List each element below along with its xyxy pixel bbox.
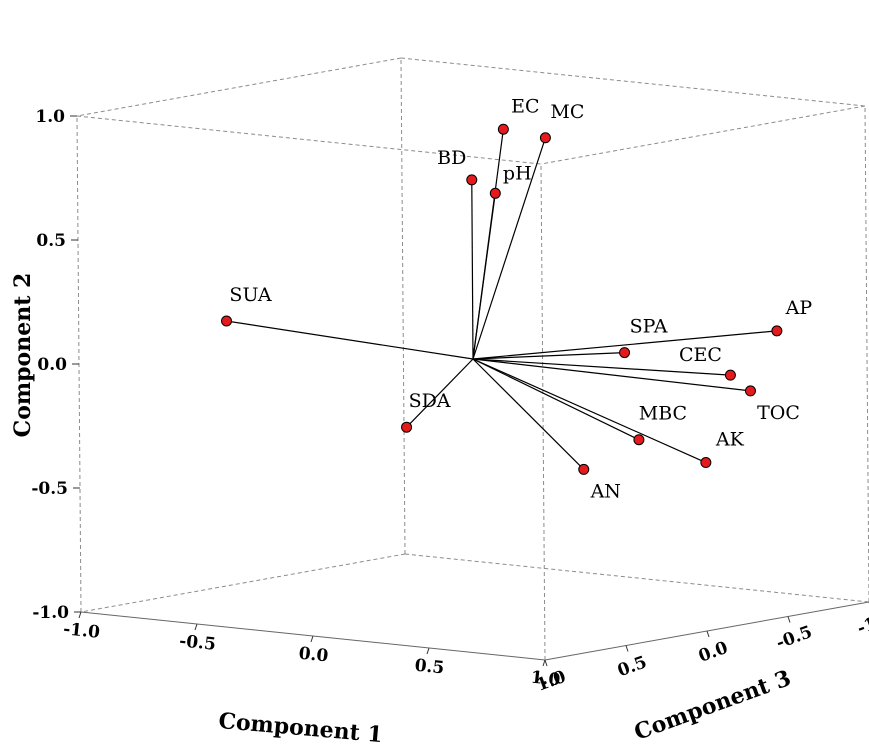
z-tick-mark xyxy=(787,616,791,623)
vector-cec xyxy=(472,358,731,376)
vector-sda xyxy=(406,358,474,428)
label-ak: AK xyxy=(715,429,745,451)
y-tick-label: 1.0 xyxy=(35,107,65,127)
point-mc xyxy=(539,132,551,144)
vector-ak xyxy=(472,358,707,464)
point-ap xyxy=(771,325,783,337)
y-tick-label: -0.5 xyxy=(31,479,68,499)
point-an xyxy=(578,463,590,475)
point-ec xyxy=(497,123,509,135)
y-axis-title: Component 2 xyxy=(10,273,36,438)
point-spa xyxy=(619,347,631,359)
vector-ap xyxy=(472,330,777,360)
label-an: AN xyxy=(590,480,621,502)
box-edge xyxy=(80,553,406,613)
label-toc: TOC xyxy=(757,402,800,424)
box-edge xyxy=(540,105,866,165)
vector-bd xyxy=(471,179,474,360)
box-edge xyxy=(400,57,406,555)
x-tick-mark xyxy=(194,623,198,631)
x-tick-label: 0.5 xyxy=(414,656,446,679)
vector-mbc xyxy=(472,358,640,441)
axis-ticks: -1.0-0.50.00.51.0-1.0-0.50.00.51.01.00.5… xyxy=(31,107,869,696)
vector-an xyxy=(472,358,585,470)
vector-ph xyxy=(472,193,496,360)
label-cec: CEC xyxy=(679,344,722,366)
box-edge xyxy=(400,57,866,107)
x-tick-label: 0.0 xyxy=(298,644,330,667)
loading-vectors xyxy=(226,129,777,470)
label-ec: EC xyxy=(511,95,539,117)
x-tick-mark xyxy=(310,635,314,643)
y-tick-label: 0.0 xyxy=(37,355,67,375)
box-edge xyxy=(76,57,402,117)
vector-mc xyxy=(472,137,546,360)
box-edge xyxy=(404,553,869,603)
z-tick-label: -0.5 xyxy=(774,622,815,653)
label-mc: MC xyxy=(550,101,584,123)
x-tick-mark xyxy=(426,647,430,655)
z-tick-mark xyxy=(706,630,710,638)
point-ph xyxy=(489,187,501,199)
z-tick-mark xyxy=(625,645,629,652)
z-tick-mark xyxy=(544,659,548,667)
label-sda: SDA xyxy=(409,390,451,412)
point-ak xyxy=(700,457,712,469)
point-toc xyxy=(744,385,756,397)
label-bd: BD xyxy=(437,147,466,169)
z-axis-title: Component 3 xyxy=(631,665,795,746)
loading-points xyxy=(221,123,783,475)
z-tick-label: 0.5 xyxy=(615,652,650,681)
x-tick-label: -1.0 xyxy=(62,619,101,643)
label-ap: AP xyxy=(785,297,813,319)
point-cec xyxy=(724,369,736,381)
z-tick-label: 0.0 xyxy=(696,638,731,667)
x-axis-title: Component 1 xyxy=(217,708,383,748)
point-sda xyxy=(401,421,413,433)
x-tick-mark xyxy=(542,659,546,667)
x-tick-mark xyxy=(78,611,82,619)
point-labels: MC EC BD pH SUA SPA AP CEC TOC SDA MBC AK AN xyxy=(229,95,812,502)
label-mbc: MBC xyxy=(639,403,687,425)
vector-spa xyxy=(472,352,625,360)
label-sua: SUA xyxy=(229,284,271,306)
box-edge xyxy=(864,105,869,603)
x-tick-label: 1.0 xyxy=(530,668,562,691)
point-bd xyxy=(466,174,478,186)
vector-sua xyxy=(226,320,474,360)
vector-toc xyxy=(472,358,751,392)
x-tick-label: -0.5 xyxy=(178,631,217,655)
point-mbc xyxy=(633,434,645,446)
bounding-box xyxy=(76,57,869,661)
label-ph: pH xyxy=(503,162,532,184)
label-spa: SPA xyxy=(630,316,668,338)
y-tick-label: 0.5 xyxy=(36,231,66,251)
box-edge xyxy=(540,163,546,661)
box-edge xyxy=(76,115,542,165)
y-tick-label: -1.0 xyxy=(32,603,69,623)
point-sua xyxy=(221,315,233,327)
z-tick-label: -1.0 xyxy=(855,608,869,639)
